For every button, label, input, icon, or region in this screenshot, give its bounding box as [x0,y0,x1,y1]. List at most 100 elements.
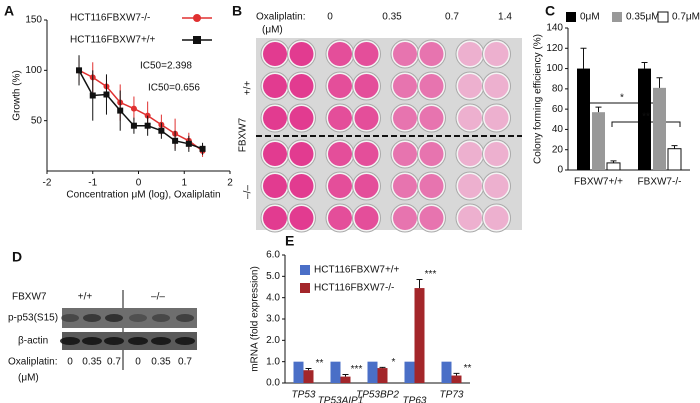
gene-label: FBXW7 [238,117,249,152]
significance: ** [316,358,324,369]
colonies [484,206,509,230]
band [151,337,171,345]
genotype-label: +/+ [243,81,254,96]
bar [340,376,351,383]
colonies [484,174,509,198]
lane-label: 0 [67,357,73,368]
band [61,314,79,322]
lane-label: 0.35 [82,357,102,368]
error-bar [610,160,617,163]
y-tick-label: 5.0 [266,271,280,282]
genotype-label: –/– [151,292,165,303]
colonies [419,106,444,130]
x-tick-label: TP53 [292,390,316,401]
band [128,337,148,345]
legend-marker [193,36,201,44]
error-bar [641,61,648,69]
unit-label: (μM) [18,373,39,384]
well [482,103,511,133]
genotype-label: +/+ [78,292,93,303]
colonies [328,174,352,198]
error-bar [379,366,386,369]
blot-row-label: β-actin [18,336,48,347]
y-tick-label: 80 [552,83,564,94]
error-bar [671,145,678,149]
lane-label: 0 [135,357,141,368]
x-tick-label: FBXW7+/+ [574,177,623,188]
dose-label: 0.7 [445,12,459,23]
panel-label: C [545,3,555,19]
legend-label: HCT116FBXW7+/+ [314,265,400,276]
point [103,91,110,98]
point [199,145,206,152]
point [117,107,124,114]
fit-line [78,69,203,152]
point [130,105,137,112]
band [152,314,170,322]
legend-label: 0.7μM [672,12,700,23]
blot-bands [60,314,195,345]
colonies [289,106,314,130]
annotation: IC50=0.656 [148,83,200,94]
legend-label: HCT116FBXW7-/- [314,283,394,294]
y-tick-label: 40 [552,124,564,135]
panel-label: E [285,233,294,249]
point [76,67,83,74]
bar [667,148,682,171]
gene-label: FBXW7 [12,292,47,303]
unit-label: (μM) [262,25,283,36]
bar [606,162,621,171]
colonies [289,206,314,230]
y-tick-label: 100 [546,63,563,74]
colonies [354,174,379,198]
bar [303,370,314,383]
lane-label: 0.7 [107,357,121,368]
well [482,71,511,101]
colonies [263,174,287,198]
error-bar [453,372,460,376]
colonies [289,174,314,198]
error-bar [342,373,349,377]
band [82,337,102,345]
bar [367,361,378,383]
colonies [328,142,352,166]
colonies [354,206,379,230]
legend-swatch [566,12,576,22]
x-tick-label: -2 [43,178,52,189]
colonies [289,74,314,98]
legend-label: HCT116FBXW7+/+ [70,35,156,46]
bar [330,361,341,383]
colonies [393,42,417,66]
y-tick-label: 100 [25,65,42,76]
y-axis-label: mRNA (fold expression) [250,266,261,372]
colonies [458,42,482,66]
colonies [484,74,509,98]
colonies [328,42,352,66]
bar [592,112,605,170]
significance: ** [464,363,472,374]
x-tick-label: -1 [88,178,97,189]
panel-label: A [4,3,14,19]
well [482,203,511,233]
x-tick-label: 1 [181,178,187,189]
lane-label: 0.35 [151,357,171,368]
well [482,39,511,69]
colonies [484,142,509,166]
drug-label: Oxaliplatin: [256,12,305,23]
legend-label: 0μM [580,12,600,23]
legend-marker [193,14,201,22]
x-tick-label: TP63 [403,396,427,403]
x-axis-label: Concentration μM (log), Oxaliplatin [66,190,220,201]
y-axis-label: Colony forming efficiency (%) [533,34,544,164]
y-tick-label: 60 [552,104,564,115]
blot-row-label: p-p53(S15) [8,313,58,324]
bar [577,68,590,170]
drug-label: Oxaliplatin: [8,357,57,368]
colonies [354,106,379,130]
bar [377,368,388,383]
band [176,314,194,322]
colonies [484,42,509,66]
significance: *** [425,269,437,280]
dose-label: 0.35 [382,12,402,23]
